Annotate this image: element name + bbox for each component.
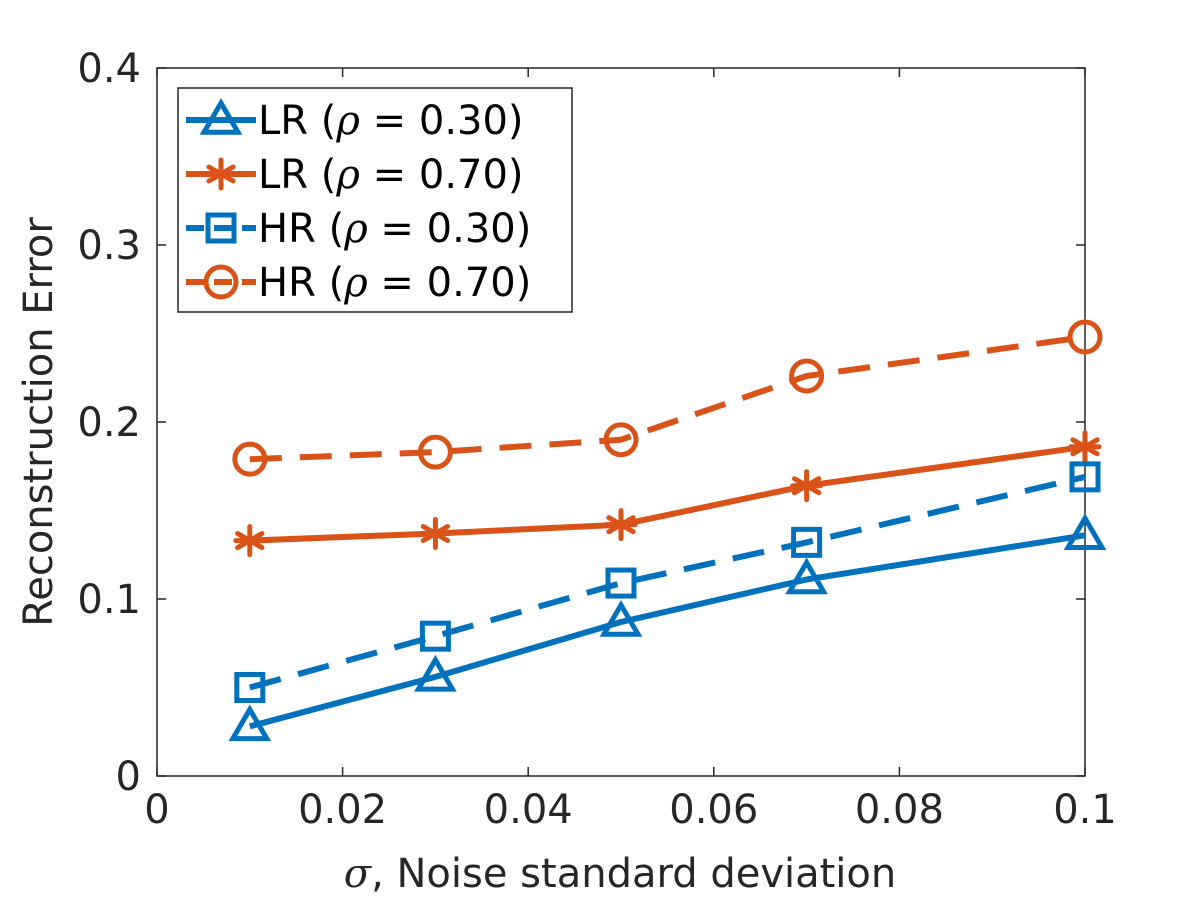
legend-label-suffix: = 0.70) <box>368 260 532 306</box>
legend-label-prefix: HR ( <box>258 206 344 252</box>
series-3 <box>232 319 1103 477</box>
x-tick-label: 0.08 <box>855 787 944 833</box>
legend-label-symbol: ρ <box>335 152 360 198</box>
x-axis-label: σ, Noise standard deviation <box>344 851 896 897</box>
y-tick-label: 0.3 <box>77 223 141 269</box>
data-point <box>233 524 267 558</box>
data-point <box>789 358 825 394</box>
legend-label-prefix: HR ( <box>258 260 344 306</box>
legend-label: LR (ρ = 0.70) <box>258 152 524 198</box>
x-tick-label: 0.04 <box>484 787 573 833</box>
legend-entry: HR (ρ = 0.30) <box>186 206 531 252</box>
data-point <box>603 422 639 458</box>
x-tick-label: 0.02 <box>298 787 387 833</box>
x-axis-label-text: , Noise standard deviation <box>371 851 896 897</box>
data-point <box>419 620 451 652</box>
series-line <box>249 473 1086 691</box>
series-1 <box>233 430 1102 558</box>
data-point <box>232 441 268 477</box>
data-point <box>234 672 266 703</box>
x-tick-label: 0 <box>144 787 169 833</box>
data-point <box>1063 513 1107 551</box>
data-point <box>1069 461 1101 493</box>
legend-entry: HR (ρ = 0.70) <box>186 260 531 306</box>
y-axis-label: Reconstruction Error <box>16 217 62 627</box>
x-tick-label: 0.06 <box>669 787 758 833</box>
y-tick-label: 0.1 <box>77 577 141 623</box>
data-point <box>599 600 643 637</box>
legend-label: HR (ρ = 0.30) <box>258 206 531 252</box>
data-point <box>1067 319 1103 355</box>
legend-entry: LR (ρ = 0.70) <box>186 152 524 198</box>
series-2 <box>234 461 1101 703</box>
legend-label-suffix: = 0.30) <box>368 206 532 252</box>
legend-entry: LR (ρ = 0.30) <box>186 98 524 144</box>
data-point <box>418 517 452 551</box>
data-point <box>414 654 457 692</box>
legend-marker <box>203 264 239 300</box>
data-point <box>605 567 637 599</box>
legend-label-suffix: = 0.30) <box>360 98 524 144</box>
data-point <box>417 434 453 470</box>
legend-marker <box>204 157 238 191</box>
y-tick-label: 0.4 <box>77 46 141 92</box>
legend-box <box>177 87 573 313</box>
legend-marker <box>205 212 237 244</box>
legend-label: LR (ρ = 0.30) <box>258 98 524 144</box>
data-point <box>790 469 824 503</box>
legend-label-prefix: LR ( <box>258 98 336 144</box>
legend-label-symbol: ρ <box>343 260 368 306</box>
legend-label-symbol: ρ <box>343 206 368 252</box>
series-line <box>249 532 1086 730</box>
y-tick-label: 0.2 <box>77 400 141 446</box>
legend-label-symbol: ρ <box>335 98 360 144</box>
legend: LR (ρ = 0.30)LR (ρ = 0.70)HR (ρ = 0.30)H… <box>177 87 573 313</box>
y-tick-label: 0 <box>116 754 141 800</box>
series-layer <box>228 319 1107 742</box>
legend-label: HR (ρ = 0.70) <box>258 260 531 306</box>
series-0 <box>228 513 1107 742</box>
legend-label-suffix: = 0.70) <box>360 152 524 198</box>
data-point <box>228 704 272 742</box>
data-point <box>791 526 823 558</box>
data-point <box>1068 430 1102 464</box>
legend-label-prefix: LR ( <box>258 152 336 198</box>
data-point <box>785 557 828 595</box>
series-line <box>249 334 1086 463</box>
x-tick-label: 0.1 <box>1053 787 1117 833</box>
x-axis-label-symbol: σ <box>344 851 373 897</box>
legend-marker <box>199 98 243 135</box>
axes: 0 0.02 0.04 0.06 0.08 0.1 0 0.1 0.2 0.3 0.4 <box>77 46 1116 833</box>
data-point <box>604 508 638 542</box>
